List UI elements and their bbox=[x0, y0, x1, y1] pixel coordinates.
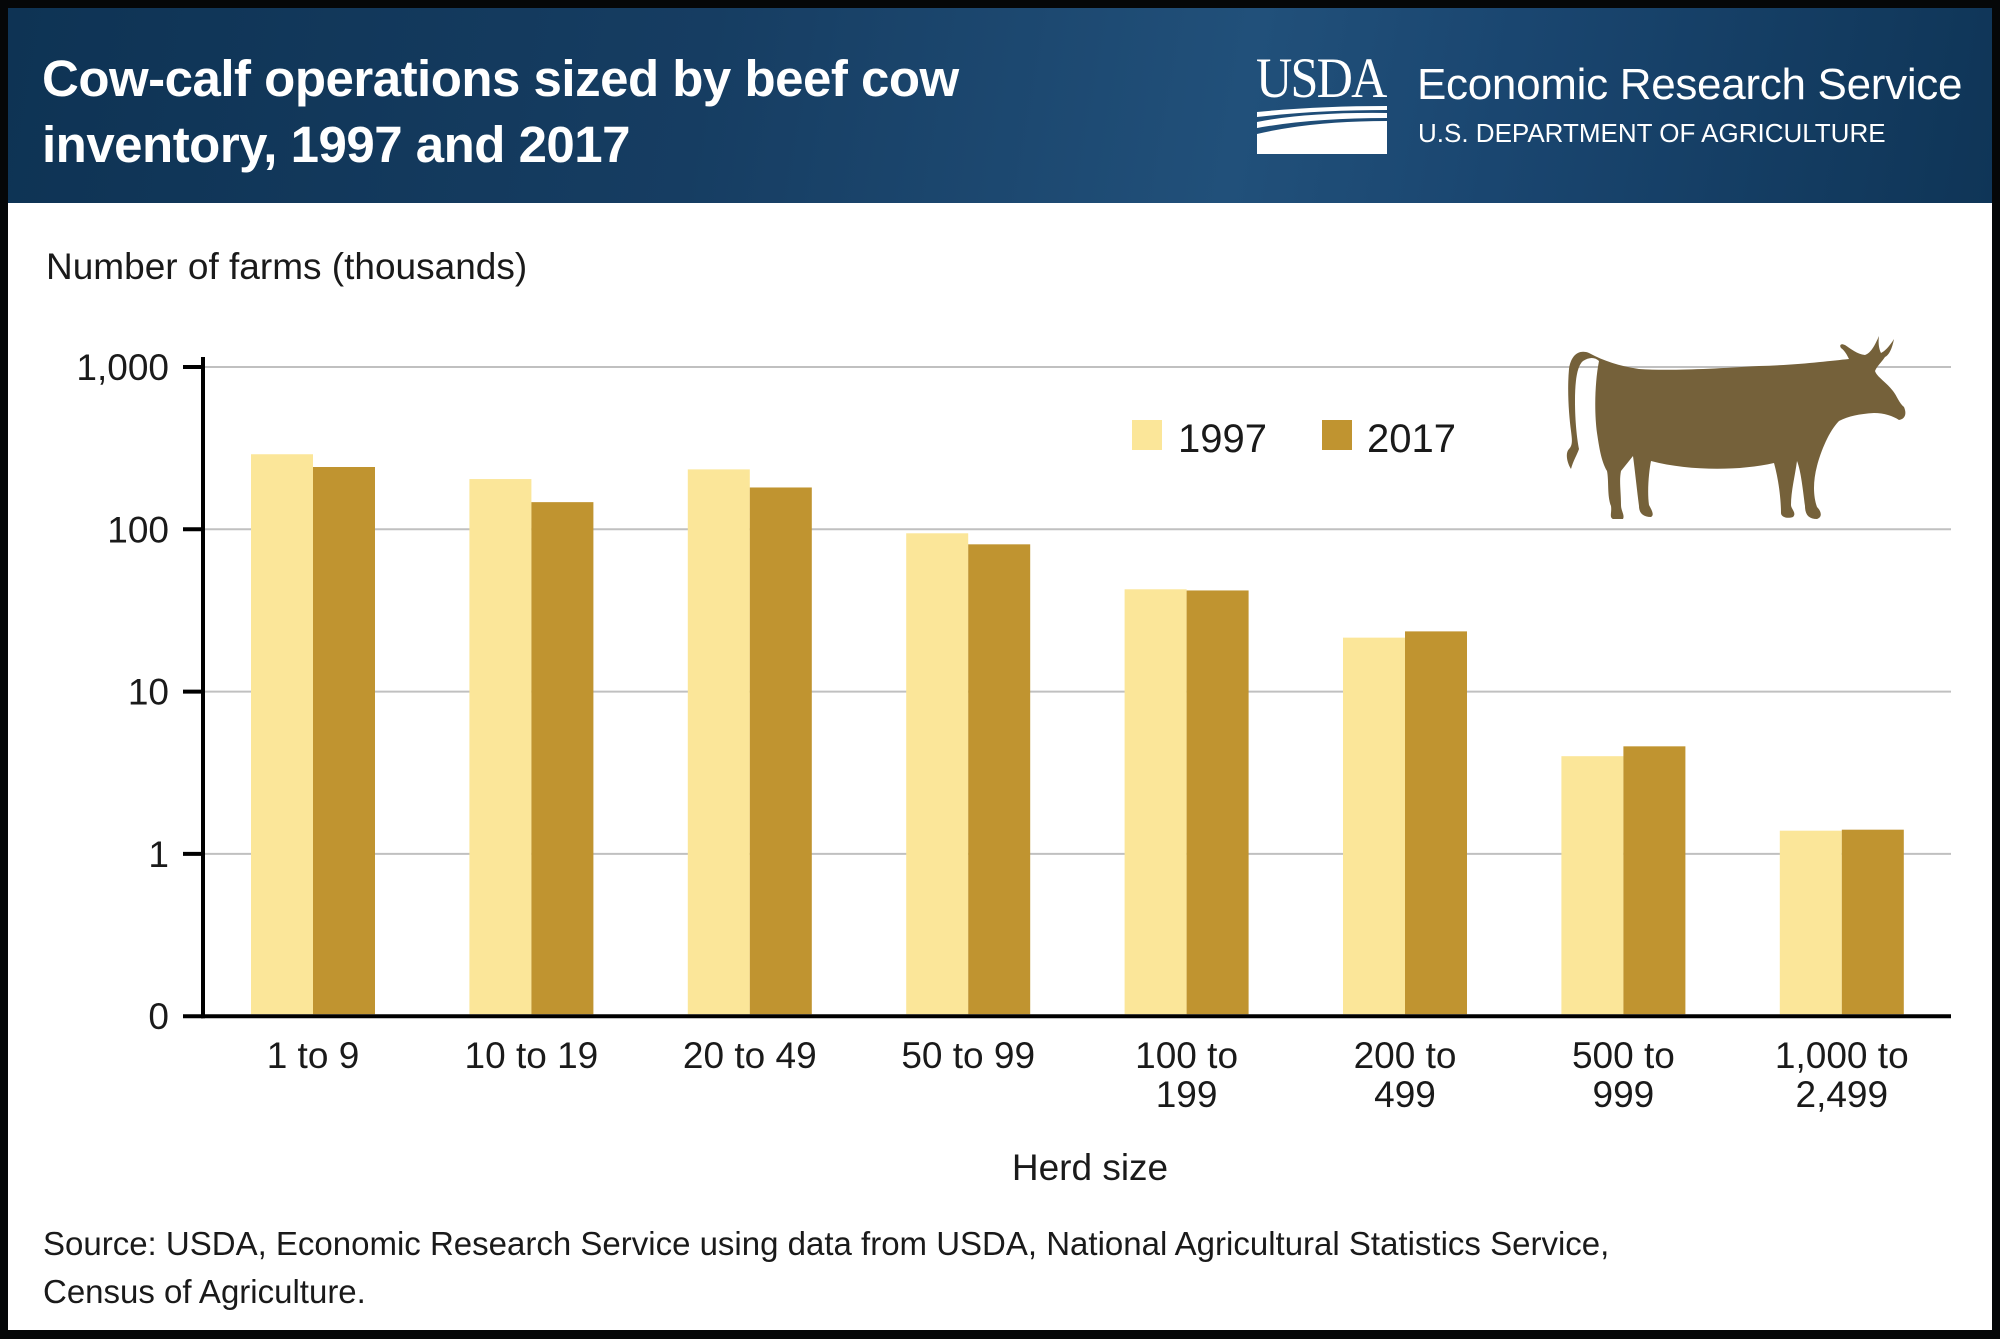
y-tick-label: 0 bbox=[148, 996, 169, 1037]
x-category-label-line: 499 bbox=[1374, 1074, 1436, 1115]
x-category-label-line: 200 to bbox=[1354, 1035, 1457, 1076]
infographic-panel: Cow-calf operations sized by beef cow in… bbox=[8, 8, 1992, 1330]
agency-name: Economic Research Service bbox=[1417, 60, 1963, 109]
y-tick-label: 1,000 bbox=[76, 347, 169, 388]
y-tick-label: 100 bbox=[107, 509, 169, 550]
legend: 1997 2017 bbox=[1132, 417, 1456, 461]
bar-1997-6 bbox=[1561, 756, 1624, 1015]
x-category-label-line: 100 to bbox=[1135, 1035, 1238, 1076]
x-category-label-line: 50 to 99 bbox=[901, 1035, 1035, 1076]
bars bbox=[251, 454, 1904, 1015]
x-category-label-line: 1,000 to bbox=[1775, 1035, 1909, 1076]
bar-1997-4 bbox=[1124, 589, 1187, 1015]
bar-2017-2 bbox=[749, 487, 812, 1015]
x-category-label-line: 199 bbox=[1156, 1074, 1218, 1115]
bar-2017-6 bbox=[1623, 746, 1686, 1015]
bar-2017-5 bbox=[1405, 631, 1467, 1015]
bar-2017-7 bbox=[1841, 829, 1904, 1015]
bar-2017-1 bbox=[531, 502, 594, 1015]
legend-label-1997: 1997 bbox=[1178, 417, 1267, 461]
x-category-label: 100 to 199 bbox=[1135, 1035, 1238, 1115]
bar-2017-3 bbox=[968, 544, 1031, 1015]
department-name: U.S. DEPARTMENT OF AGRICULTURE bbox=[1418, 118, 1886, 148]
bar-1997-3 bbox=[906, 533, 969, 1015]
x-category-label-line: 2,499 bbox=[1796, 1074, 1889, 1115]
x-category-label-line: 10 to 19 bbox=[465, 1035, 599, 1076]
bar-1997-5 bbox=[1343, 637, 1405, 1015]
bar-1997-7 bbox=[1779, 830, 1842, 1015]
legend-swatch-2017 bbox=[1322, 420, 1352, 450]
y-tick-label: 10 bbox=[128, 672, 169, 713]
y-axis-title: Number of farms (thousands) bbox=[46, 246, 528, 287]
x-category-label: 50 to 99 bbox=[901, 1035, 1035, 1076]
usda-logo-icon bbox=[1257, 106, 1387, 154]
bar-1997-2 bbox=[687, 469, 750, 1015]
x-axis-title: Herd size bbox=[1012, 1147, 1168, 1188]
source-note: Source: USDA, Economic Research Service … bbox=[43, 1220, 1973, 1316]
bar-1997-1 bbox=[469, 479, 532, 1015]
x-category-label-line: 500 to bbox=[1572, 1035, 1675, 1076]
x-axis-labels: 1 to 9 10 to 19 20 to 49 50 to 99 100 to 199 2… bbox=[267, 1035, 1909, 1115]
legend-label-2017: 2017 bbox=[1367, 417, 1456, 461]
x-category-label: 1,000 to 2,499 bbox=[1775, 1035, 1909, 1115]
x-category-label-line: 20 to 49 bbox=[683, 1035, 817, 1076]
x-category-label: 500 to 999 bbox=[1572, 1035, 1675, 1115]
x-category-label-line: 1 to 9 bbox=[267, 1035, 360, 1076]
y-tick-label: 1 bbox=[148, 834, 169, 875]
legend-swatch-1997 bbox=[1132, 420, 1162, 450]
bar-2017-0 bbox=[313, 467, 375, 1015]
chart-title: Cow-calf operations sized by beef cow in… bbox=[42, 46, 1142, 178]
title-line-2: inventory, 1997 and 2017 bbox=[42, 116, 631, 173]
usda-logo-text: USDA bbox=[1256, 47, 1387, 110]
x-category-label: 1 to 9 bbox=[267, 1035, 360, 1076]
x-category-label: 20 to 49 bbox=[683, 1035, 817, 1076]
header-banner: Cow-calf operations sized by beef cow in… bbox=[8, 8, 1992, 203]
bar-1997-0 bbox=[251, 454, 313, 1015]
cow-silhouette-icon bbox=[1566, 336, 1906, 519]
bar-2017-4 bbox=[1186, 590, 1249, 1015]
x-category-label: 200 to 499 bbox=[1354, 1035, 1457, 1115]
x-category-label: 10 to 19 bbox=[465, 1035, 599, 1076]
title-line-1: Cow-calf operations sized by beef cow bbox=[42, 50, 959, 107]
source-line-1: Source: USDA, Economic Research Service … bbox=[43, 1225, 1610, 1262]
source-line-2: Census of Agriculture. bbox=[43, 1273, 366, 1310]
x-category-label-line: 999 bbox=[1593, 1074, 1655, 1115]
